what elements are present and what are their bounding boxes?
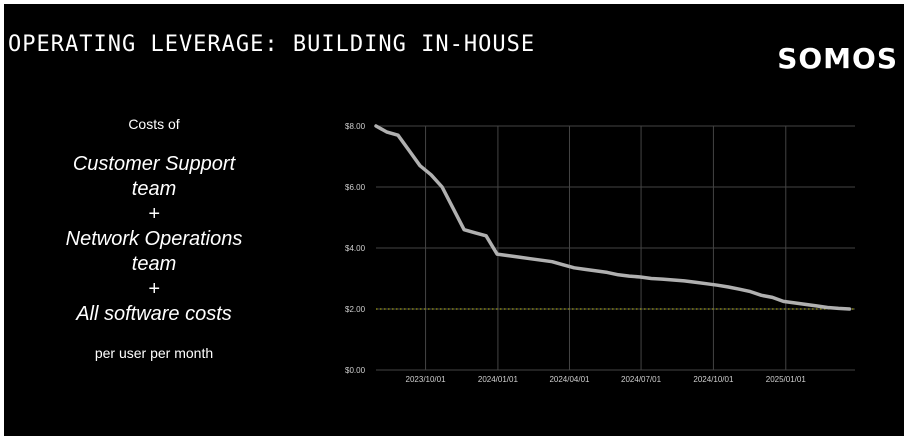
cost-line-2: team <box>131 178 177 200</box>
x-tick-label: 2024/01/01 <box>478 375 519 384</box>
somos-logo: SOMOS <box>777 42 898 75</box>
slide-title: OPERATING LEVERAGE: BUILDING IN-HOUSE <box>8 32 536 57</box>
x-tick-label: 2024/04/01 <box>549 375 590 384</box>
cost-line-5: team <box>131 253 177 275</box>
cost-series-line <box>374 124 852 311</box>
x-tick-label: 2024/07/01 <box>621 375 662 384</box>
cost-line-chart: $0.00 $2.00 $4.00 $6.00 $8.00 2023/10/01 2024/… <box>345 122 855 384</box>
cost-line-4: Network Operations <box>65 228 243 250</box>
x-tick-label: 2025/01/01 <box>766 375 807 384</box>
slide: OPERATING LEVERAGE: BUILDING IN-HOUSE SO… <box>4 4 904 436</box>
x-tick-label: 2023/10/01 <box>406 375 447 384</box>
y-tick-label: $8.00 <box>345 122 366 131</box>
y-tick-label: $6.00 <box>345 183 366 192</box>
per-user-label: per user per month <box>94 345 214 361</box>
y-tick-label: $2.00 <box>345 305 366 314</box>
costs-of-label: Costs of <box>128 116 180 132</box>
cost-line-7: All software costs <box>76 303 232 325</box>
y-tick-label: $0.00 <box>345 366 366 375</box>
cost-description: Costs of Customer Support team + Network… <box>24 116 284 361</box>
cost-line-1: Customer Support <box>72 153 236 175</box>
x-tick-label: 2024/10/01 <box>693 375 734 384</box>
y-tick-label: $4.00 <box>345 244 366 253</box>
cost-line-3: + <box>148 203 160 225</box>
cost-line-6: + <box>148 278 160 300</box>
